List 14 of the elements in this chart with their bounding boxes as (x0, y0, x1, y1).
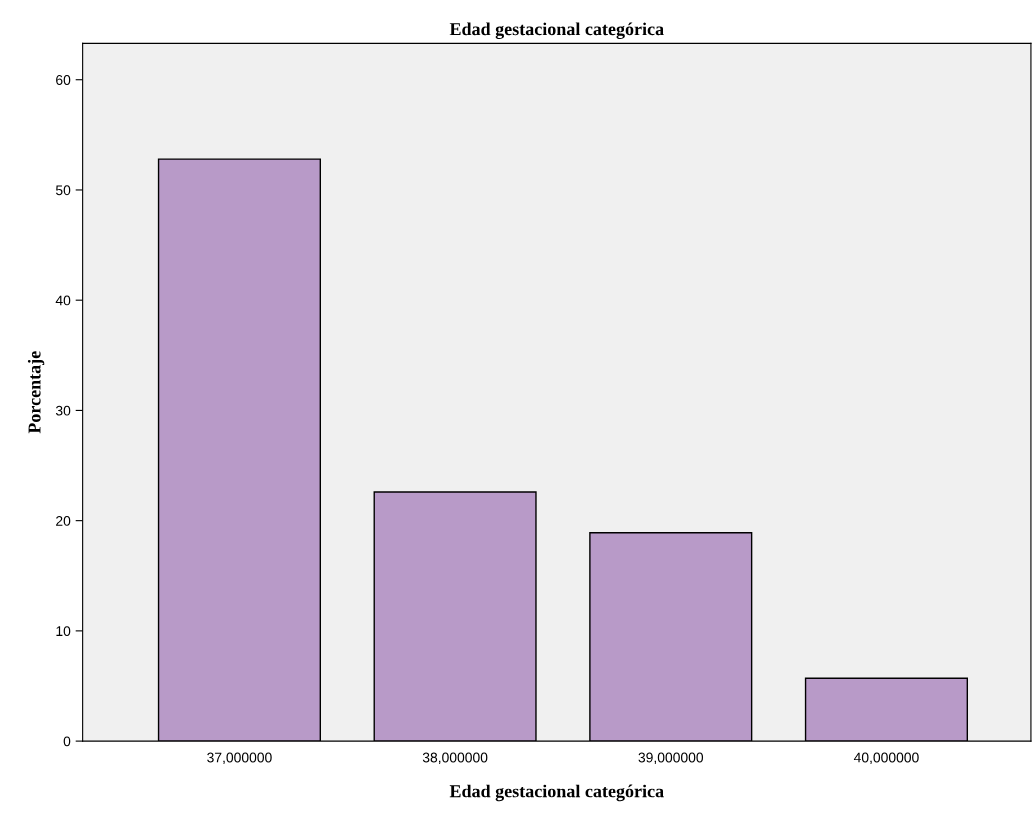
y-tick-label: 60 (56, 75, 71, 85)
y-tick-label: 20 (56, 515, 71, 526)
x-axis-title: Edad gestacional categórica (449, 784, 664, 802)
y-tick-label: 50 (55, 185, 71, 196)
y-tick-label: 40 (55, 295, 71, 306)
x-tick-label: 40,000000 (853, 752, 919, 765)
y-tick-label: 30 (55, 405, 71, 416)
x-tick-label: 38,000000 (422, 752, 488, 765)
chart-title: Edad gestacional categórica (449, 22, 664, 40)
y-axis-title: Porcentaje (27, 351, 45, 434)
y-tick-label: 10 (56, 626, 71, 637)
x-tick-label: 39,000000 (638, 752, 704, 765)
y-tick-label: 0 (63, 736, 71, 747)
x-tick-label: 37,000000 (207, 752, 272, 765)
